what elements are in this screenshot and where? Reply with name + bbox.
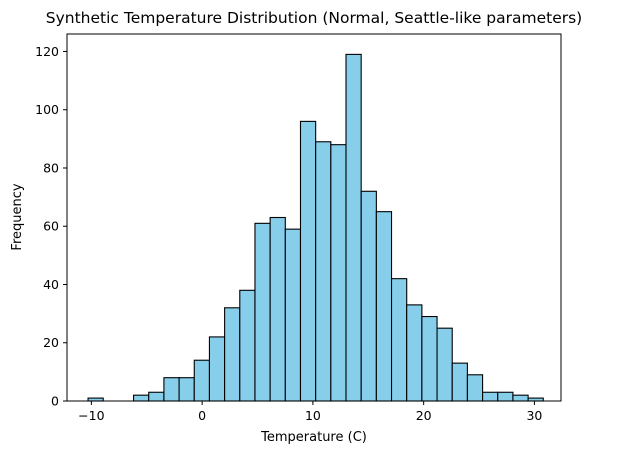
histogram-bar (284, 228, 302, 402)
y-tick-label: 60 (43, 219, 59, 234)
histogram-bar (330, 144, 347, 402)
x-tick-label: 0 (198, 408, 206, 423)
histogram-bar (193, 359, 210, 402)
chart-title: Synthetic Temperature Distribution (Norm… (46, 9, 582, 27)
y-tick-label: 0 (51, 394, 59, 409)
y-tick-label: 40 (43, 277, 59, 292)
histogram-bar (421, 315, 438, 402)
histogram-bar (406, 304, 423, 402)
histogram-bar (269, 216, 286, 402)
histogram-bar (208, 336, 226, 402)
y-tick-label: 100 (35, 102, 59, 117)
x-tick-label: 10 (305, 408, 321, 423)
histogram-bar (436, 327, 453, 402)
histogram-bar (482, 391, 499, 402)
histogram-bar (375, 211, 393, 402)
histogram-bar (224, 307, 241, 402)
plot-frame (66, 33, 562, 402)
histogram-bar (360, 190, 377, 402)
y-tick-label: 120 (35, 44, 59, 59)
histogram-bar (390, 278, 408, 402)
histogram-bar (133, 394, 150, 402)
histogram-bar (497, 391, 514, 402)
histogram-bar (254, 222, 271, 402)
histogram-bar (315, 141, 332, 402)
histogram-bar (451, 362, 468, 402)
histogram-bar (178, 377, 195, 402)
histogram-bar (512, 394, 529, 402)
x-axis-label: Temperature (C) (260, 430, 367, 445)
x-axis-ticks: −10 0 10 20 30 (78, 401, 542, 423)
histogram-bar (345, 53, 362, 402)
y-axis-ticks: 0 20 40 60 80 100 120 (35, 44, 67, 409)
bars-group (87, 53, 544, 402)
histogram-bar (239, 289, 256, 402)
y-tick-label: 20 (43, 335, 59, 350)
histogram-bar (148, 391, 165, 402)
x-tick-label: 20 (416, 408, 432, 423)
y-tick-label: 80 (43, 160, 59, 175)
y-axis-label: Frequency (10, 183, 25, 250)
x-tick-label: −10 (78, 408, 104, 423)
x-tick-label: 30 (526, 408, 542, 423)
histogram-bar (163, 377, 180, 402)
histogram-bar (299, 120, 317, 402)
histogram-bar (466, 374, 484, 402)
